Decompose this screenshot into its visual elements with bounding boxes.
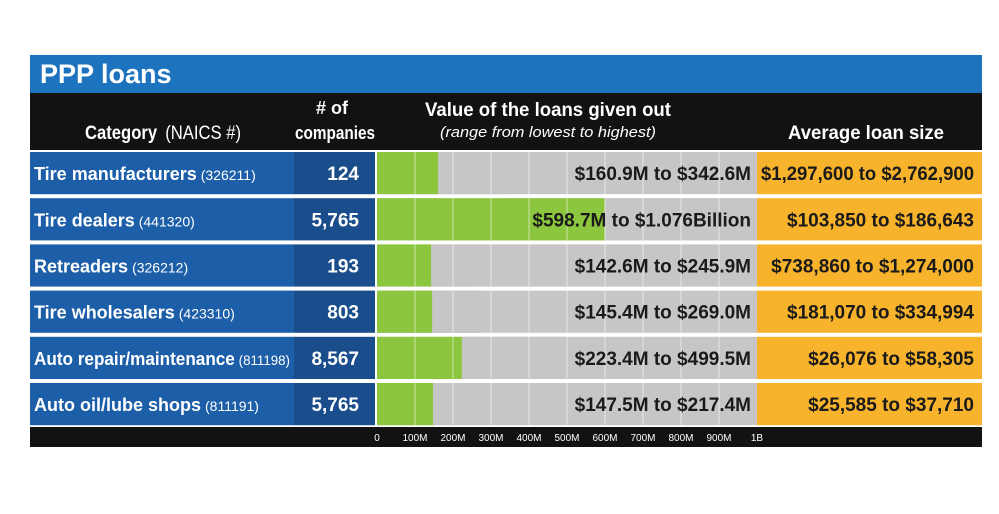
table-row: Tire wholesalers (423310) 803 $145.4M to $2… — [30, 290, 982, 333]
bar-range-segment — [433, 383, 460, 426]
header-average: Average loan size — [788, 123, 944, 144]
average-label: $103,850 to $186,643 — [787, 210, 974, 231]
x-tick-label: 100M — [402, 433, 427, 444]
category-name: Tire dealers — [34, 210, 135, 230]
category-cell — [30, 244, 294, 287]
bar-low-segment — [377, 152, 439, 195]
header-bar — [30, 93, 982, 150]
average-cell — [757, 383, 982, 426]
category-cell — [30, 383, 294, 426]
category-cell — [30, 152, 294, 195]
bar-low-segment — [377, 383, 434, 426]
range-label: $598.7M to $1.076Billion — [532, 210, 751, 231]
x-tick-label: 200M — [440, 433, 465, 444]
bar-range-segment — [461, 336, 567, 379]
category-name: Auto repair/maintenance — [34, 349, 235, 369]
category-label: Tire manufacturers (326211) — [34, 164, 256, 184]
x-axis-ticks: 0 100M 200M 300M 400M 500M 600M 700M 800M 900M 1B — [374, 433, 763, 444]
category-naics: (441320) — [139, 213, 195, 229]
x-tick-label: 600M — [592, 433, 617, 444]
header-value-line1: Value of the loans given out — [425, 100, 672, 121]
average-label: $738,860 to $1,274,000 — [771, 257, 974, 278]
companies-count: 193 — [327, 257, 359, 278]
x-tick-label: 0 — [374, 433, 380, 444]
category-cell — [30, 290, 294, 333]
average-label: $181,070 to $334,994 — [787, 303, 974, 324]
companies-count: 8,567 — [311, 349, 359, 370]
companies-count: 5,765 — [311, 395, 359, 416]
category-label: Auto repair/maintenance(811198) — [34, 349, 290, 369]
table-row: Retreaders (326212) 193 $142.6M to $245.9M $… — [30, 244, 982, 287]
companies-count: 124 — [327, 164, 359, 185]
category-name: Tire manufacturers — [34, 164, 197, 184]
companies-count: 5,765 — [311, 210, 359, 231]
companies-cell — [294, 244, 375, 287]
chart-title: PPP loans — [40, 59, 172, 89]
x-tick-label: 1B — [751, 433, 764, 444]
axis-bar — [30, 427, 982, 447]
range-label: $145.4M to $269.0M — [575, 303, 751, 324]
companies-cell — [294, 198, 375, 241]
table-row: Tire manufacturers (326211) 124 $160.9M to … — [30, 152, 982, 195]
companies-count: 803 — [327, 303, 359, 324]
category-naics: (326212) — [132, 260, 188, 276]
header-category: Category (NAICS #) — [85, 123, 241, 144]
category-label: Tire wholesalers (423310) — [34, 303, 235, 323]
data-rows: Tire manufacturers (326211) 124 $160.9M to … — [30, 152, 982, 426]
average-label: $1,297,600 to $2,762,900 — [761, 164, 974, 185]
average-cell — [757, 336, 982, 379]
bar-low-segment — [377, 336, 462, 379]
average-label: $25,585 to $37,710 — [808, 395, 974, 416]
average-label: $26,076 to $58,305 — [808, 349, 974, 370]
range-label: $147.5M to $217.4M — [575, 395, 751, 416]
category-label: Retreaders (326212) — [34, 257, 188, 277]
category-cell — [30, 336, 294, 379]
companies-cell — [294, 152, 375, 195]
bar-low-segment — [377, 244, 432, 287]
header-count-line1: # of — [316, 98, 349, 118]
companies-cell — [294, 290, 375, 333]
bar-low-segment — [377, 290, 433, 333]
x-tick-label: 500M — [554, 433, 579, 444]
average-cell — [757, 152, 982, 195]
x-tick-label: 700M — [630, 433, 655, 444]
category-naics: (326211) — [201, 167, 256, 183]
bar-range-segment — [432, 290, 480, 333]
category-naics: (811198) — [239, 352, 290, 368]
average-cell — [757, 290, 982, 333]
title-bar — [30, 55, 982, 93]
average-cell — [757, 244, 982, 287]
x-tick-label: 300M — [478, 433, 503, 444]
category-name: Auto oil/lube shops — [34, 395, 201, 415]
average-cell — [757, 198, 982, 241]
category-label: Tire dealers (441320) — [34, 210, 195, 230]
category-name: Retreaders — [34, 257, 128, 277]
x-tick-label: 800M — [668, 433, 693, 444]
category-name: Tire wholesalers — [34, 303, 175, 323]
range-label: $160.9M to $342.6M — [575, 164, 751, 185]
range-label: $142.6M to $245.9M — [575, 257, 751, 278]
header-count-line2: companies — [295, 123, 375, 143]
category-naics: (423310) — [179, 306, 235, 322]
bar-range-segment — [438, 152, 508, 195]
header-category-suffix: (NAICS #) — [165, 123, 241, 144]
companies-cell — [294, 336, 375, 379]
category-naics: (811191) — [205, 398, 259, 414]
x-tick-label: 900M — [706, 433, 731, 444]
range-label: $223.4M to $499.5M — [575, 349, 751, 370]
bar-range-segment — [431, 244, 471, 287]
x-tick-label: 400M — [516, 433, 541, 444]
table-row: Tire dealers (441320) 5,765 $598.7M to $1.0… — [30, 198, 982, 241]
header-value-line2: (range from lowest to highest) — [440, 124, 656, 141]
header-category-label: Category — [85, 123, 157, 144]
category-cell — [30, 198, 294, 241]
companies-cell — [294, 383, 375, 426]
table-row: Auto repair/maintenance(811198) 8,567 $223… — [30, 336, 982, 379]
table-row: Auto oil/lube shops (811191) 5,765 $147.5M … — [30, 383, 982, 426]
category-label: Auto oil/lube shops (811191) — [34, 395, 259, 415]
